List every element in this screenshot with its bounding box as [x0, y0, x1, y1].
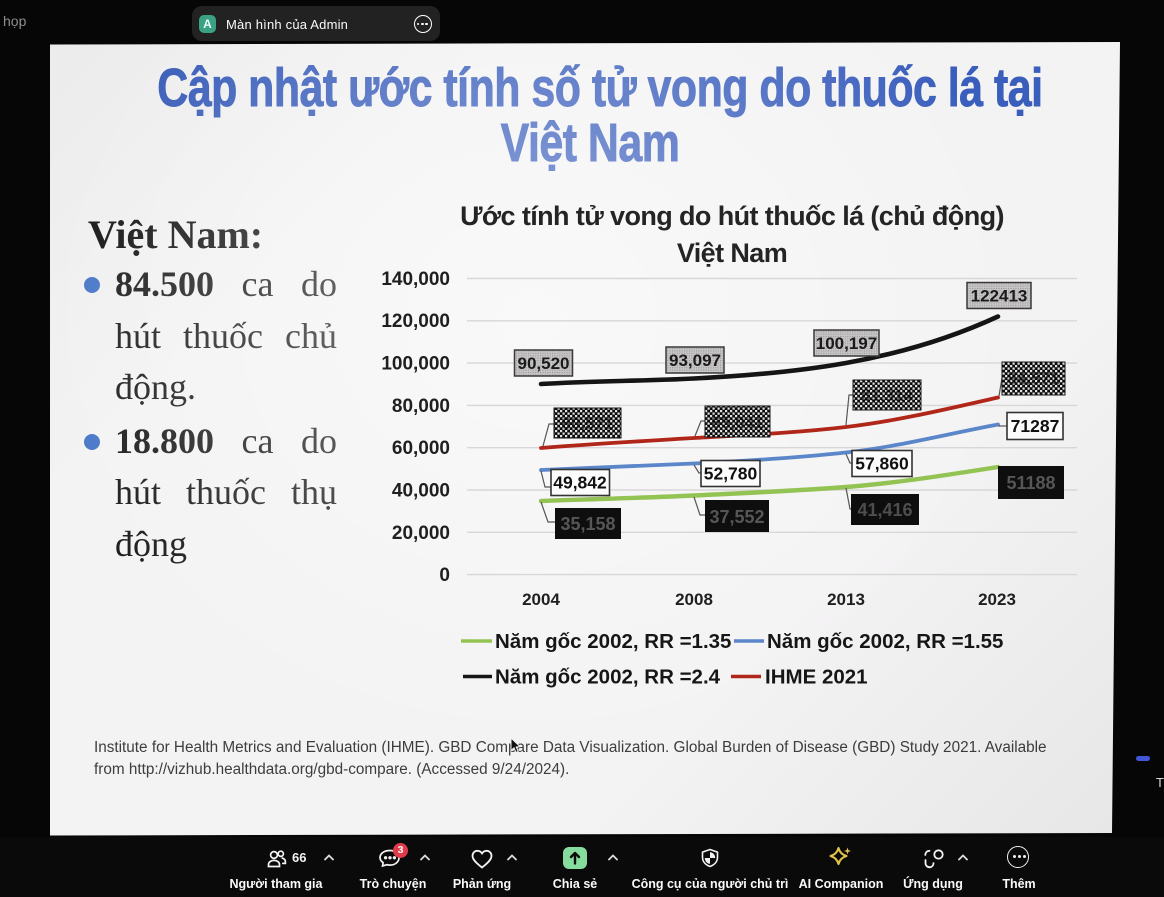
- svg-text:2008: 2008: [675, 590, 713, 609]
- svg-text:71287: 71287: [1011, 416, 1060, 436]
- svg-text:40,000: 40,000: [392, 481, 450, 502]
- svg-text:81,314: 81,314: [861, 386, 914, 405]
- svg-text:100,000: 100,000: [381, 354, 450, 375]
- svg-text:Năm gốc 2002, RR =1.35: Năm gốc 2002, RR =1.35: [495, 630, 731, 653]
- svg-text:80,000: 80,000: [392, 396, 450, 417]
- svg-text:IHME 2021: IHME 2021: [765, 666, 868, 689]
- svg-text:120,000: 120,000: [381, 311, 450, 332]
- svg-text:Ước tính tử vong do hút thuốc: Ước tính tử vong do hút thuốc lá (chủ độ…: [460, 201, 1004, 231]
- svg-text:84,571: 84,571: [1008, 369, 1060, 388]
- svg-text:Năm gốc 2002, RR =1.55: Năm gốc 2002, RR =1.55: [767, 630, 1003, 653]
- svg-text:122413: 122413: [971, 287, 1028, 306]
- svg-text:100,197: 100,197: [816, 334, 877, 353]
- svg-text:41,416: 41,416: [857, 500, 912, 520]
- svg-text:2023: 2023: [978, 590, 1016, 609]
- svg-text:Năm gốc 2002, RR =2.4: Năm gốc 2002, RR =2.4: [495, 666, 721, 689]
- svg-text:57,860: 57,860: [855, 454, 909, 474]
- svg-text:49,842: 49,842: [553, 473, 607, 493]
- svg-text:51188: 51188: [1006, 473, 1055, 493]
- svg-text:93,097: 93,097: [669, 351, 721, 370]
- svg-text:140,000: 140,000: [381, 269, 450, 290]
- svg-text:65,041: 65,041: [712, 413, 764, 432]
- svg-text:52,780: 52,780: [704, 464, 758, 484]
- svg-text:35,158: 35,158: [560, 514, 615, 534]
- svg-text:60,000: 60,000: [392, 438, 450, 459]
- svg-text:0: 0: [439, 565, 450, 586]
- svg-text:2013: 2013: [827, 590, 865, 609]
- svg-text:Việt Nam: Việt Nam: [677, 238, 787, 268]
- svg-text:20,000: 20,000: [392, 523, 450, 544]
- svg-text:90,520: 90,520: [518, 354, 570, 373]
- svg-text:2004: 2004: [522, 590, 560, 609]
- svg-text:37,552: 37,552: [709, 507, 764, 527]
- svg-text:60,571: 60,571: [562, 414, 614, 433]
